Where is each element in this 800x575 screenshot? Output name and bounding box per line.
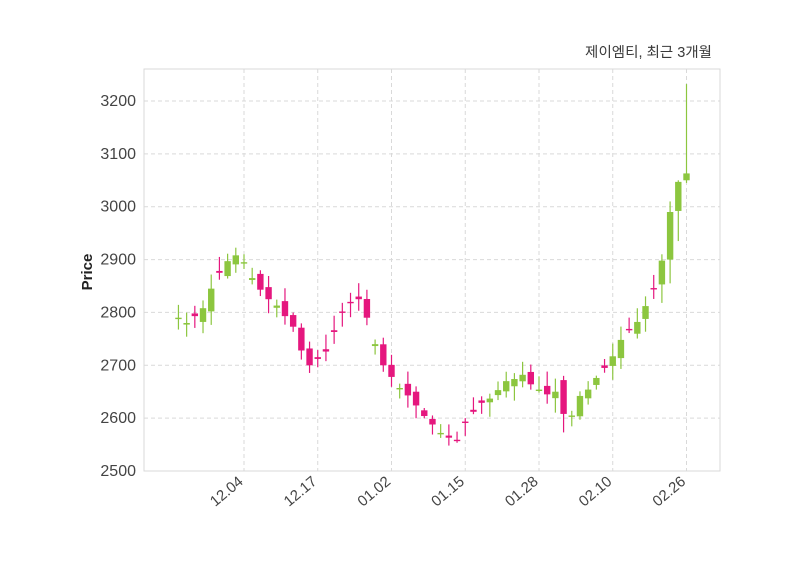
svg-text:2800: 2800	[100, 304, 136, 321]
svg-text:02.10: 02.10	[576, 473, 616, 510]
svg-text:제이엠티, 최근 3개월: 제이엠티, 최근 3개월	[585, 45, 712, 61]
svg-text:2600: 2600	[100, 410, 136, 427]
svg-text:3200: 3200	[100, 93, 136, 110]
svg-text:2500: 2500	[100, 463, 136, 480]
svg-text:01.15: 01.15	[428, 473, 468, 510]
svg-text:01.28: 01.28	[502, 473, 542, 510]
svg-text:01.02: 01.02	[354, 473, 394, 510]
svg-text:2900: 2900	[100, 252, 136, 269]
svg-text:Price: Price	[79, 254, 96, 291]
svg-text:3000: 3000	[100, 199, 136, 216]
svg-text:12.04: 12.04	[207, 473, 247, 510]
svg-text:3100: 3100	[100, 146, 136, 163]
svg-text:2700: 2700	[100, 357, 136, 374]
svg-text:12.17: 12.17	[281, 473, 321, 510]
svg-text:02.26: 02.26	[649, 473, 689, 510]
